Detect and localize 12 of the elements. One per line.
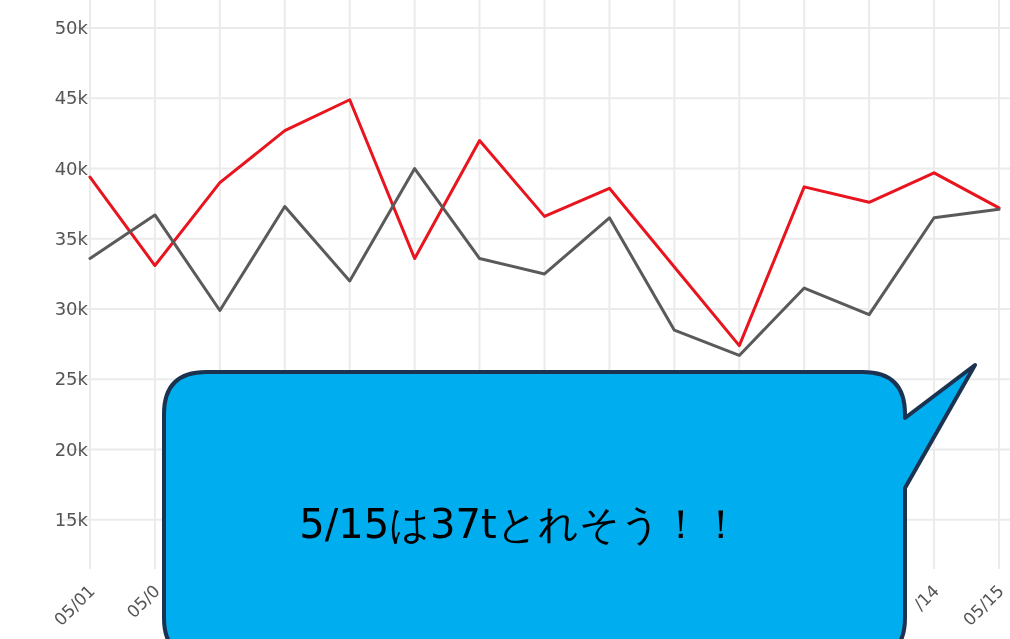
annotation: 5/15は37tとれそう！！: [299, 501, 741, 547]
y-tick-label: 15k: [54, 508, 89, 530]
y-tick-label: 25k: [54, 368, 89, 390]
x-tick-label: /14: [909, 580, 943, 615]
y-tick-label: 40k: [54, 157, 89, 179]
y-tick-label: 20k: [54, 438, 89, 460]
y-tick-label: 35k: [54, 227, 89, 249]
line-series: [88, 98, 1001, 348]
y-tick-label: 30k: [54, 298, 89, 320]
y-tick-label: 50k: [54, 17, 89, 39]
line-series: [88, 167, 1001, 357]
y-tick-label: 45k: [54, 87, 89, 109]
